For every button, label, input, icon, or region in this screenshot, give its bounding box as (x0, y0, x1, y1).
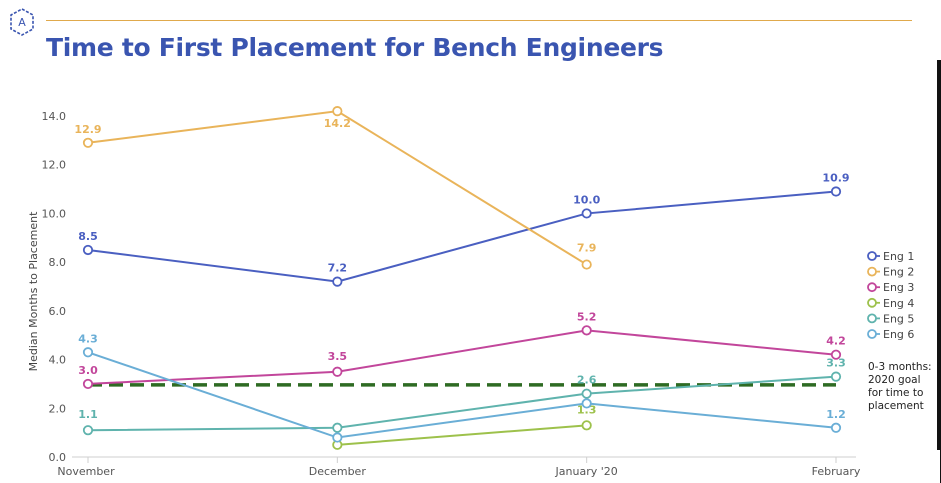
data-point (830, 371, 842, 382)
y-tick-label: 8.0 (49, 256, 67, 269)
legend-label: Eng 2 (883, 266, 914, 279)
data-label: 7.9 (577, 242, 597, 255)
y-tick-label: 10.0 (42, 207, 67, 220)
legend-marker (867, 251, 877, 261)
data-label: 12.9 (74, 123, 101, 136)
x-tick-label: December (309, 465, 367, 478)
x-tick-label: January '20 (555, 465, 618, 478)
data-label: 1.3 (577, 403, 597, 416)
data-label: 10.0 (573, 193, 600, 206)
data-label: 2.6 (577, 374, 597, 387)
legend-marker (867, 297, 877, 308)
data-point (581, 208, 592, 219)
legend-item: Eng 5 (867, 312, 914, 325)
y-tick-label: 6.0 (49, 305, 67, 318)
y-tick-label: 12.0 (42, 159, 67, 172)
legend-label: Eng 4 (883, 297, 914, 310)
legend-marker (867, 313, 877, 324)
data-point (581, 325, 592, 336)
data-point (82, 378, 94, 390)
data-point (830, 349, 842, 360)
data-label: 4.2 (826, 335, 846, 348)
data-point (581, 259, 592, 270)
data-point (332, 422, 343, 433)
data-point (82, 425, 94, 436)
x-tick-label: November (57, 465, 115, 478)
legend-item: Eng 3 (867, 281, 914, 294)
series-line-eng-3 (87, 329, 837, 385)
legend-label: Eng 1 (883, 250, 914, 263)
legend-marker (867, 282, 877, 293)
data-point (830, 186, 842, 197)
chart-axes: Median Months to Placement 0.0 2.0 4.0 6.0 8.… (27, 110, 861, 478)
data-label: 3.3 (826, 357, 846, 370)
series-line-eng-4 (337, 424, 587, 446)
data-point (830, 422, 842, 433)
legend-marker (867, 266, 877, 277)
goal-annotation: 0-3 months: 2020 goal for time to placem… (868, 361, 932, 412)
series-layer: 8.5 7.2 10.0 10.9 12.9 14.2 7.9 3.0 3.5 5.2 4.2 1.3… (74, 106, 850, 450)
company-logo-icon: A (10, 8, 34, 36)
legend-label: Eng 3 (883, 281, 914, 294)
data-label: 8.5 (78, 230, 98, 243)
data-label: 1.1 (78, 408, 98, 421)
data-point (581, 420, 592, 431)
data-point (82, 244, 94, 256)
data-point (581, 388, 592, 399)
data-label: 3.0 (78, 364, 98, 377)
series-line-eng-2 (87, 110, 588, 266)
legend-item: Eng 6 (867, 328, 914, 341)
y-axis-title: Median Months to Placement (27, 211, 40, 371)
data-point (332, 276, 343, 287)
y-tick-label: 2.0 (49, 402, 67, 415)
series-line-eng-1 (87, 190, 837, 283)
data-label: 7.2 (328, 262, 348, 275)
data-label: 5.2 (577, 310, 597, 323)
frame-edge (937, 60, 941, 483)
x-tick-label: February (812, 465, 861, 478)
legend-label: Eng 5 (883, 312, 914, 325)
title-divider (46, 20, 912, 21)
y-tick-label: 0.0 (49, 451, 67, 464)
data-point (332, 432, 343, 443)
page-title: Time to First Placement for Bench Engine… (46, 33, 664, 62)
data-point (581, 398, 592, 409)
frame-edge-gap (937, 450, 940, 483)
data-label: 10.9 (822, 172, 849, 185)
legend-item: Eng 2 (867, 266, 914, 279)
data-label: 4.3 (78, 332, 98, 345)
series-line-eng-5 (87, 375, 837, 432)
data-point (82, 137, 94, 148)
data-point (332, 366, 343, 377)
y-tick-label: 4.0 (49, 354, 67, 367)
y-tick-label: 14.0 (42, 110, 67, 123)
chart-legend: Eng 1 Eng 2 Eng 3 Eng 4 Eng 5 Eng 6 (867, 250, 914, 341)
legend-marker (867, 329, 877, 339)
legend-item: Eng 4 (867, 297, 914, 310)
legend-item: Eng 1 (867, 250, 914, 263)
data-point (82, 347, 94, 358)
legend-label: Eng 6 (883, 328, 914, 341)
svg-text:A: A (18, 16, 26, 29)
data-label: 3.5 (328, 350, 348, 363)
data-point (332, 106, 343, 117)
data-label: 1.2 (826, 408, 846, 421)
data-label: 14.2 (324, 117, 351, 130)
series-line-eng-6 (87, 351, 837, 439)
